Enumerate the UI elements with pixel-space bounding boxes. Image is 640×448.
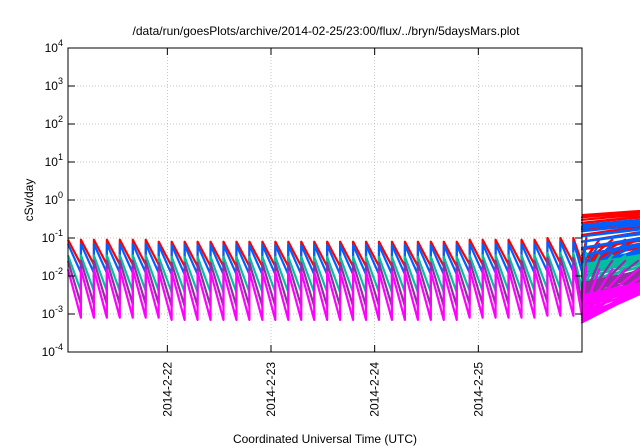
- x-tick-label: 2014-2-25: [471, 362, 485, 417]
- x-tick-label: 2014-2-24: [368, 362, 382, 417]
- x-tick-label: 2014-2-23: [264, 362, 278, 417]
- y-tick-label: 104: [45, 38, 63, 55]
- series-line-3: [66, 252, 640, 297]
- y-tick-label: 103: [45, 76, 63, 93]
- y-tick-label: 10-2: [42, 266, 63, 283]
- chart-title: /data/run/goesPlots/archive/2014-02-25/2…: [133, 24, 521, 38]
- x-tick-label: 2014-2-22: [160, 362, 174, 417]
- series-line-4: [66, 256, 640, 311]
- y-tick-label: 102: [45, 114, 63, 131]
- y-axis: 10-4 10-3 10-2 10-1 100 101 102 103 104: [42, 38, 582, 359]
- series-line-2: [66, 218, 640, 278]
- series-layer: [66, 209, 640, 324]
- y-tick-label: 10-4: [42, 342, 63, 359]
- y-tick-label: 10-1: [42, 228, 63, 245]
- series-line-5: [66, 265, 640, 324]
- x-axis-label: Coordinated Universal Time (UTC): [233, 432, 417, 446]
- y-tick-label: 101: [45, 152, 63, 169]
- x-axis: 2014-2-22 2014-2-23 2014-2-24 2014-2-25: [160, 48, 485, 417]
- y-tick-label: 100: [45, 190, 63, 207]
- series-line-1: [67, 209, 640, 271]
- y-axis-label: cSv/day: [22, 179, 36, 222]
- y-tick-label: 10-3: [42, 304, 63, 321]
